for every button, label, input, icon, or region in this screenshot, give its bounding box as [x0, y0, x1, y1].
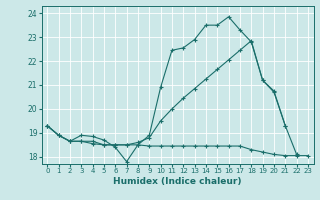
X-axis label: Humidex (Indice chaleur): Humidex (Indice chaleur) — [113, 177, 242, 186]
